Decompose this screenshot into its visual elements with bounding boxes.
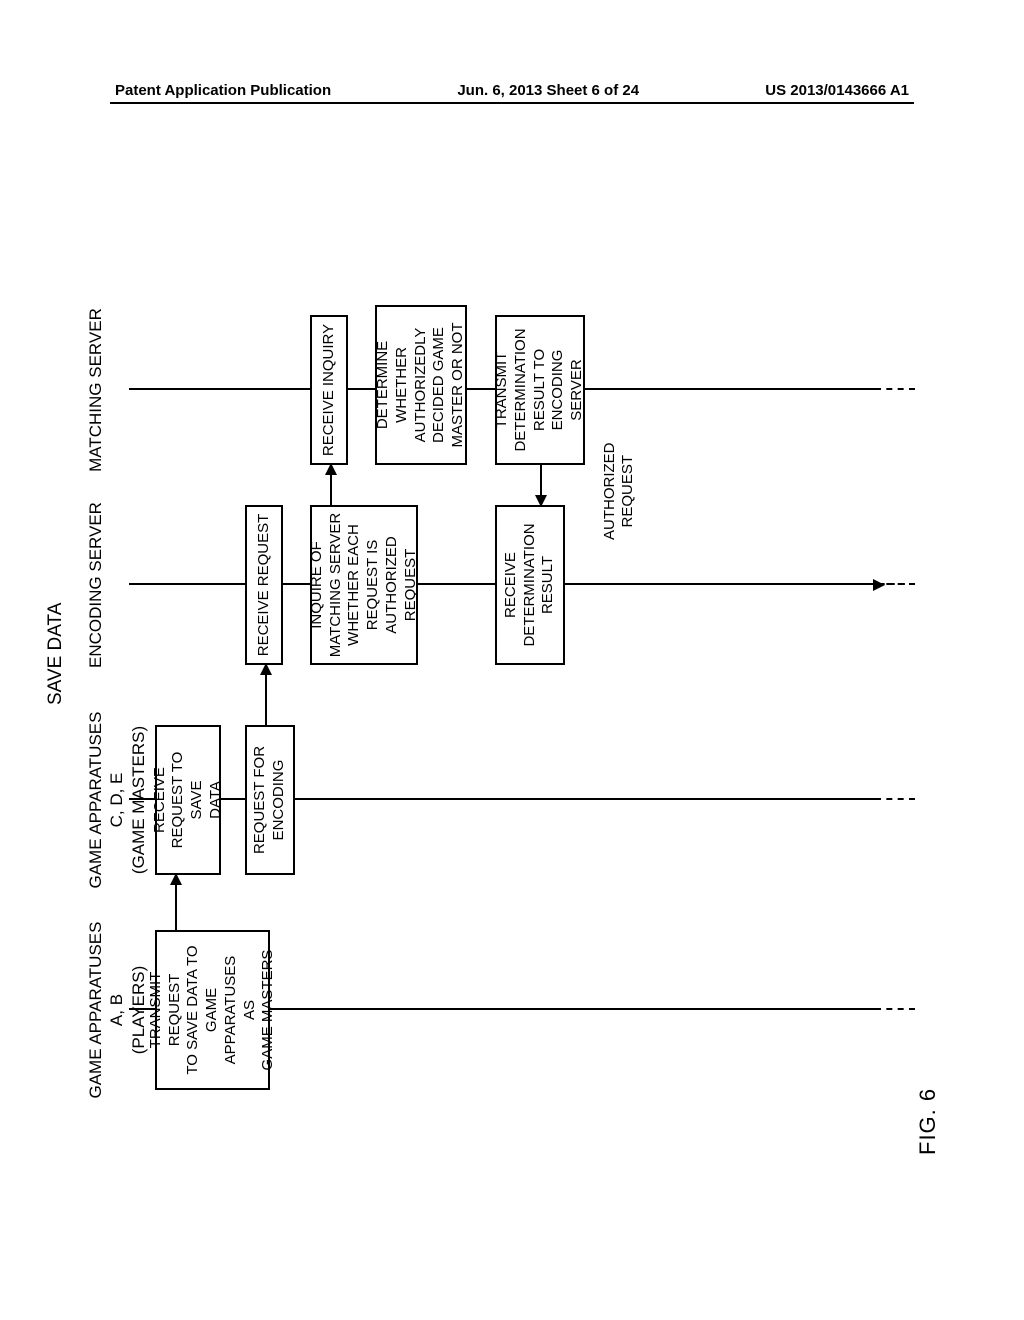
authorized-arrowhead (873, 579, 885, 591)
page-header: Patent Application Publication Jun. 6, 2… (0, 82, 1024, 99)
lifeline-masters (129, 798, 875, 800)
box-receive-inquiry: RECEIVE INQUIRY (310, 315, 348, 465)
lane-header-masters: GAME APPARATUSES C, D, E (GAME MASTERS) (85, 705, 149, 895)
box-receive-request: RECEIVE REQUEST (245, 505, 283, 665)
lifeline-dash-masters (875, 798, 915, 800)
diagram-title: SAVE DATA (45, 603, 67, 705)
lifeline-dash-players (875, 1008, 915, 1010)
box-transmit-request: TRANSMIT REQUEST TO SAVE DATA TO GAME AP… (155, 930, 270, 1090)
arrow-2 (330, 465, 332, 505)
header-left: Patent Application Publication (115, 82, 331, 99)
box-transmit-result: TRANSMIT DETERMINATION RESULT TO ENCODIN… (495, 315, 585, 465)
authorized-arrow (565, 583, 915, 585)
figure-label: FIG. 6 (915, 1088, 941, 1155)
box-determine: DETERMINE WHETHER AUTHORIZEDLY DECIDED G… (375, 305, 467, 465)
header-right: US 2013/0143666 A1 (765, 82, 909, 99)
header-rule (110, 102, 914, 104)
authorized-request-label: AUTHORIZED REQUEST (601, 443, 637, 541)
box-receive-result: RECEIVE DETERMINATION RESULT (495, 505, 565, 665)
lane-header-encoding: ENCODING SERVER (85, 490, 106, 680)
sequence-diagram: FIG. 6 SAVE DATA GAME APPARATUSES A, B (… (45, 295, 985, 1065)
lifeline-dash-matching (875, 388, 915, 390)
header-center: Jun. 6, 2013 Sheet 6 of 24 (457, 82, 639, 99)
lane-header-players: GAME APPARATUSES A, B (PLAYERS) (85, 915, 149, 1105)
box-request-encoding: REQUEST FOR ENCODING (245, 725, 295, 875)
arrow-1 (265, 665, 267, 725)
lane-header-matching: MATCHING SERVER (85, 295, 106, 485)
arrow-3 (540, 465, 542, 505)
box-receive-save: RECEIVE REQUEST TO SAVE DATA (155, 725, 221, 875)
box-inquire: INQUIRE OF MATCHING SERVER WHETHER EACH … (310, 505, 418, 665)
arrow-0 (175, 875, 177, 930)
